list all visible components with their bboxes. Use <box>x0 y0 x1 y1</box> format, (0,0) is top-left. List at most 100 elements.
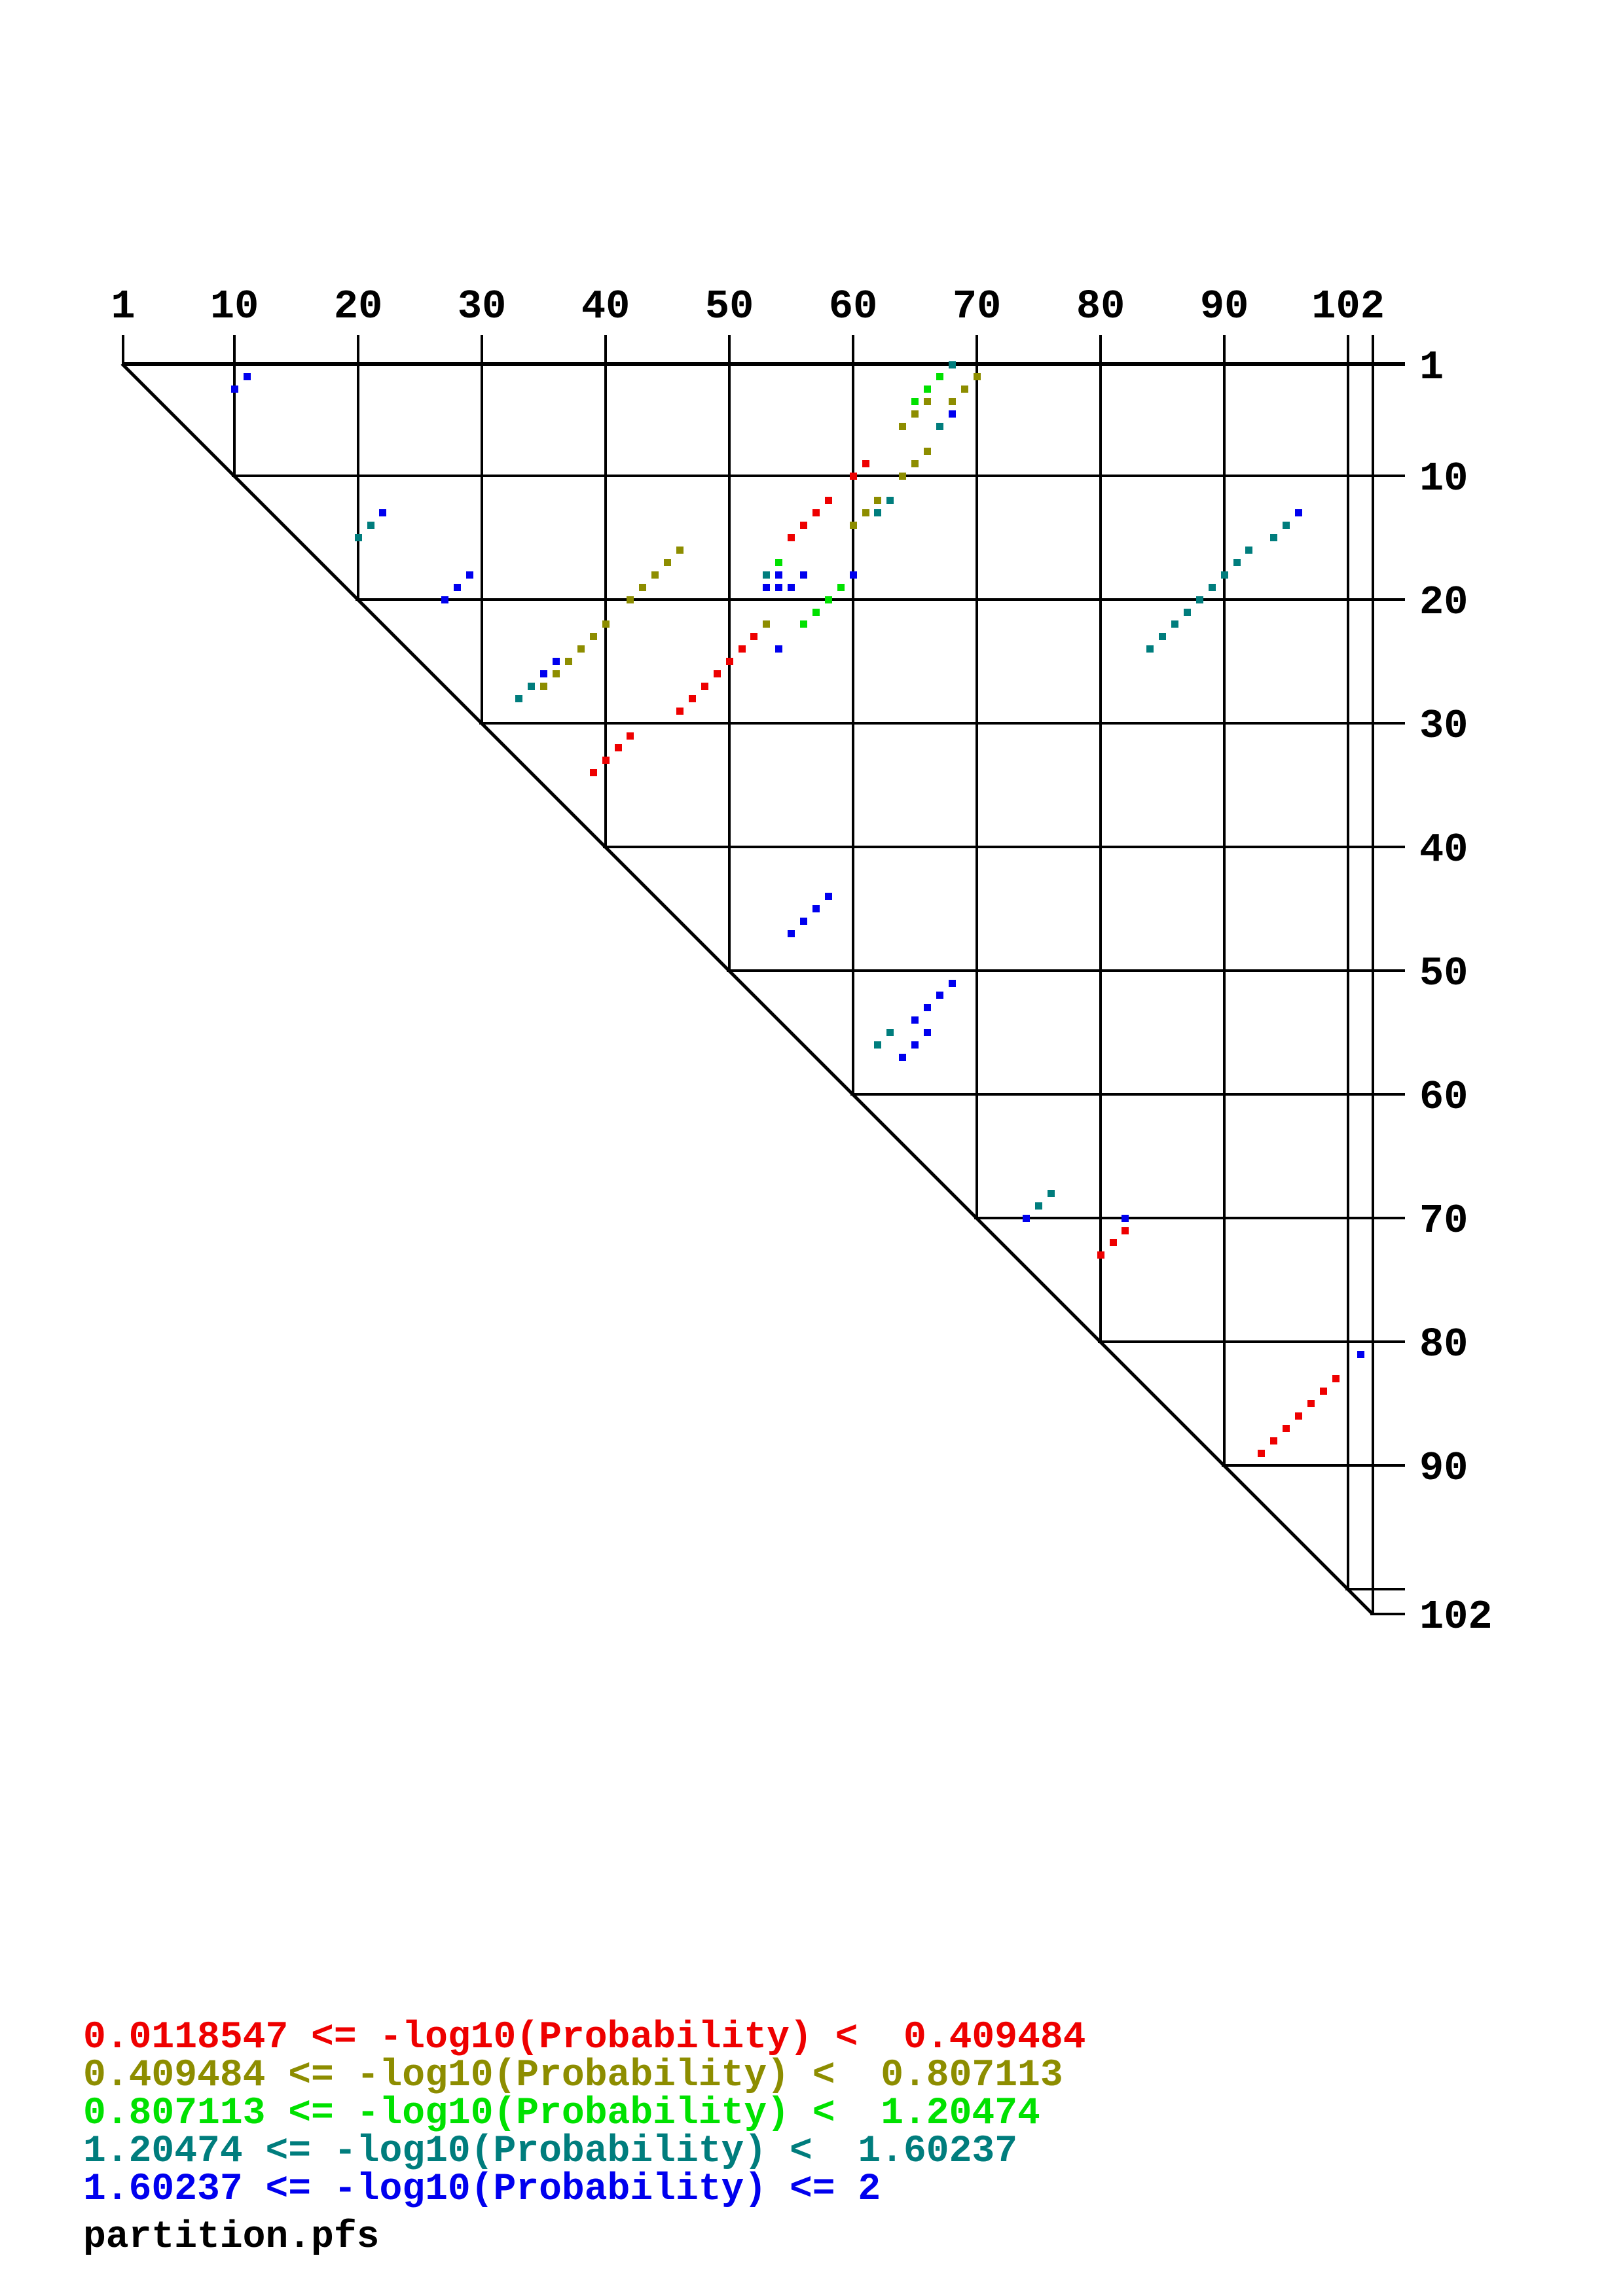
probability-dot <box>589 633 597 641</box>
legend-entry: 0.0118547 <= -log10(Probability) < 0.409… <box>83 2017 1086 2059</box>
grid-line-horizontal <box>727 969 1405 973</box>
probability-dot <box>874 509 882 517</box>
probability-dot <box>627 596 634 603</box>
grid-line-horizontal <box>1098 1340 1405 1344</box>
probability-dot <box>1357 1350 1364 1358</box>
probability-dot <box>800 522 807 529</box>
probability-dot <box>688 694 696 702</box>
x-axis-label: 20 <box>333 283 383 330</box>
probability-dot <box>1171 620 1178 628</box>
x-tick-mark <box>1223 335 1226 365</box>
probability-dot <box>812 608 820 616</box>
grid-line-vertical <box>728 365 731 973</box>
probability-dot <box>924 1029 931 1037</box>
probability-dot <box>738 645 746 653</box>
legend-entry: 0.807113 <= -log10(Probability) < 1.2047… <box>83 2092 1040 2135</box>
probability-dot <box>936 992 943 999</box>
grid-line-vertical <box>233 365 236 478</box>
legend-entry: 1.20474 <= -log10(Probability) < 1.60237 <box>83 2130 1018 2173</box>
probability-dot <box>775 571 783 579</box>
x-axis-label: 40 <box>581 283 630 330</box>
probability-dot <box>924 447 931 455</box>
probability-dot <box>676 707 684 715</box>
diagonal-line <box>120 363 1374 1616</box>
x-tick-mark <box>852 335 855 365</box>
grid-line-vertical <box>852 365 855 1096</box>
probability-dot <box>1295 509 1302 517</box>
grid-line-horizontal <box>850 1093 1405 1096</box>
probability-dot <box>788 583 795 591</box>
probability-dot <box>664 558 672 566</box>
probability-dot <box>1195 596 1203 603</box>
y-axis-label: 102 <box>1419 1593 1493 1640</box>
probability-dot <box>812 905 820 913</box>
probability-dot <box>564 658 572 666</box>
x-tick-mark <box>1371 335 1374 365</box>
grid-line-vertical <box>1371 365 1374 1615</box>
probability-dot <box>911 1016 919 1024</box>
probability-dot <box>924 398 931 406</box>
probability-dot <box>824 893 832 901</box>
probability-dot <box>911 459 919 467</box>
probability-dot <box>763 583 771 591</box>
probability-dot <box>1332 1375 1340 1383</box>
probability-dot <box>788 929 795 937</box>
probability-dot <box>800 571 807 579</box>
probability-dot <box>936 373 943 381</box>
probability-dot <box>849 571 857 579</box>
x-axis-label: 70 <box>952 283 1002 330</box>
grid-line-horizontal <box>603 846 1405 849</box>
probability-dot <box>577 645 585 653</box>
grid-line-horizontal <box>1345 1588 1405 1591</box>
probability-dot <box>1048 1189 1055 1197</box>
grid-line-horizontal <box>356 598 1405 601</box>
probability-dot <box>1270 534 1278 542</box>
probability-dot <box>948 361 956 368</box>
probability-dot <box>1258 1449 1266 1457</box>
probability-dot <box>849 522 857 529</box>
y-axis-label: 40 <box>1419 827 1468 874</box>
probability-dot <box>354 534 362 542</box>
grid-line-vertical <box>604 365 608 849</box>
x-tick-mark <box>481 335 484 365</box>
probability-dot <box>540 682 548 690</box>
probability-dot <box>1146 645 1154 653</box>
probability-dot <box>602 620 610 628</box>
probability-dot <box>1109 1239 1117 1247</box>
probability-dot <box>701 682 708 690</box>
file-name-label: partition.pfs <box>83 2216 380 2259</box>
probability-dot <box>515 694 523 702</box>
probability-dot <box>1097 1251 1104 1259</box>
y-axis-label: 1 <box>1419 344 1444 391</box>
probability-dot <box>1208 583 1216 591</box>
probability-dot <box>627 732 634 740</box>
y-axis-label: 30 <box>1419 703 1468 750</box>
y-axis-label: 70 <box>1419 1198 1468 1245</box>
probability-dot <box>911 410 919 418</box>
x-tick-mark <box>976 335 979 365</box>
probability-dot <box>453 583 461 591</box>
probability-dot <box>899 472 907 480</box>
probability-dot <box>763 571 771 579</box>
y-axis-label: 10 <box>1419 456 1468 503</box>
probability-dot <box>886 1029 894 1037</box>
probability-dot <box>948 398 956 406</box>
grid-line-horizontal <box>1370 1612 1405 1615</box>
x-tick-mark <box>1347 335 1350 365</box>
probability-dot <box>911 1041 919 1049</box>
probability-dot <box>1295 1412 1302 1420</box>
grid-line-vertical <box>1347 365 1350 1591</box>
x-axis-label: 102 <box>1311 283 1385 330</box>
probability-dot <box>553 670 560 677</box>
probability-dot <box>948 410 956 418</box>
probability-dot <box>837 583 845 591</box>
y-axis-label: 50 <box>1419 950 1468 997</box>
probability-dot <box>1307 1400 1315 1408</box>
grid-line-vertical <box>481 365 484 725</box>
probability-dot <box>862 509 869 517</box>
probability-dot <box>763 620 771 628</box>
y-axis-label: 90 <box>1419 1445 1468 1492</box>
grid-line-vertical <box>1223 365 1226 1467</box>
probability-dot <box>874 1041 882 1049</box>
probability-dot <box>676 547 684 554</box>
